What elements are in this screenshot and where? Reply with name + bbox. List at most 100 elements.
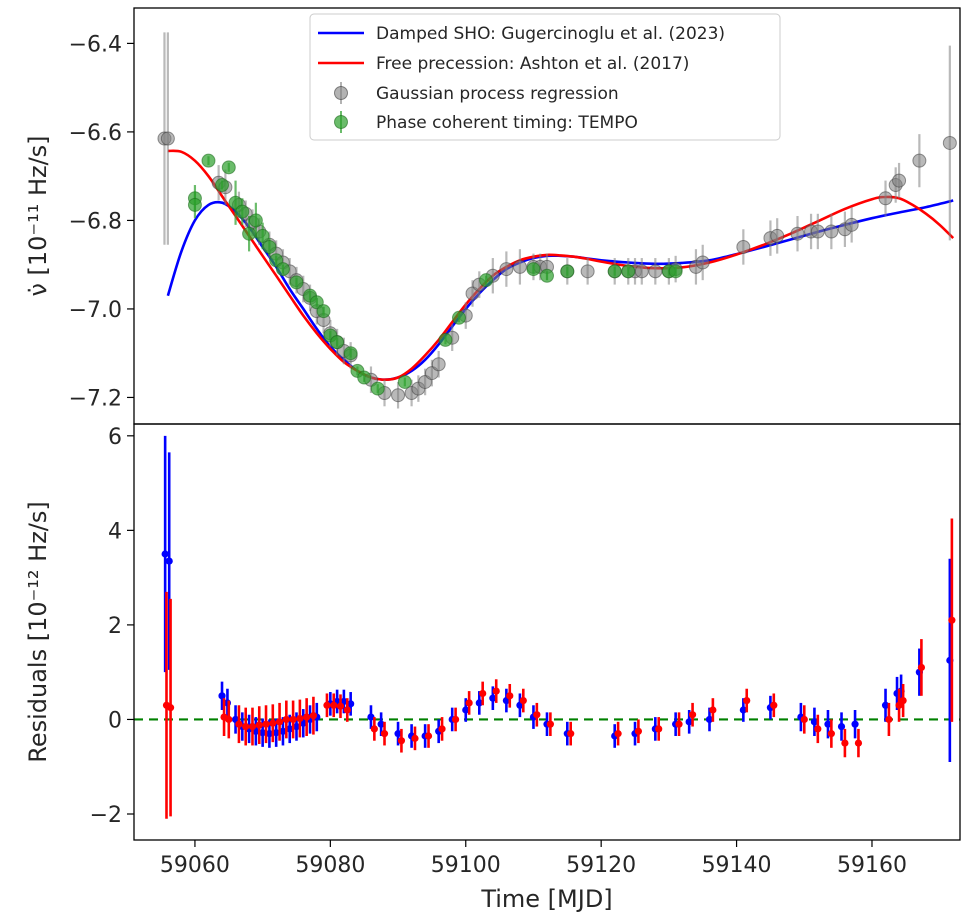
bottom-data-point [289,715,297,724]
top-data-point [262,239,277,254]
legend-label-tempo: Phase coherent timing: TEMPO [376,113,638,133]
bottom-data-point [451,715,460,724]
top-data-point [634,264,649,279]
top-data-point [187,197,202,212]
bottom-y-axis-label: Residuals [10⁻¹² Hz/s] [24,501,52,763]
bottom-data-point [218,692,226,700]
xtick-label: 59140 [702,853,772,878]
bottom-data-point [567,730,575,738]
top-y-axis-label: ν̇ [10⁻¹¹ Hz/s] [24,135,52,296]
bottom-data-point [475,699,483,707]
top-data-point [648,264,663,279]
bottom-data-point [424,732,433,740]
bottom-data-point [479,689,487,698]
bottom-data-point [330,701,338,709]
top-data-point [215,178,230,193]
bottom-data-point [895,701,903,709]
top-ytick-label: −6.4 [69,32,122,57]
bottom-axes-frame [133,423,961,841]
top-data-point [499,262,514,277]
bottom-data-point [292,722,301,731]
legend-marker-gaussian [334,82,348,104]
xtick-label: 59100 [431,853,501,878]
bottom-data-point [336,702,345,710]
bottom-data-point [465,699,473,707]
bottom-data-point [814,725,822,733]
legend-label-free-precession: Free precession: Ashton et al. (2017) [376,54,689,74]
top-data-point [560,264,575,279]
bottom-data-point [688,711,697,719]
top-data-point [391,388,406,403]
top-data-point [892,173,907,188]
top-data-point [770,228,785,243]
bottom-data-point [394,730,402,738]
bottom-data-point [165,557,173,565]
top-data-point [221,160,236,175]
top-data-point [438,332,453,347]
top-data-point [330,335,345,350]
legend-marker-tempo [334,111,348,133]
top-data-point [201,153,216,168]
bottom-data-point [634,727,643,735]
bottom-data-point [899,696,907,705]
bottom-ytick-label: −2 [90,803,122,828]
top-ytick-label: −6.6 [69,121,122,146]
bottom-data-point [655,725,663,733]
bottom-data-point [282,715,290,724]
bottom-data-point [161,550,169,558]
top-data-point [431,357,446,372]
top-data-point [844,217,859,232]
bottom-data-point [255,721,263,729]
bottom-data-point [269,719,277,727]
top-data-point [621,264,636,279]
legend: Damped SHO: Gugercinoglu et al. (2023) F… [309,13,781,141]
top-data-point [810,224,825,239]
xtick-label: 59160 [837,853,907,878]
bottom-data-point [265,730,274,738]
bottom-data-point [810,718,819,726]
bottom-data-point [885,715,893,724]
top-data-point [695,255,710,270]
bottom-data-point [225,715,233,724]
bottom-panel: 6 4 2 0 −2 59060 59080 59100 59120 59140 59160 Re… [24,423,961,913]
bottom-data-point [854,739,863,747]
top-data-point [242,226,257,241]
top-panel: −6.4 −6.6 −6.8 −7.0 −7.2 ν̇ [10⁻¹¹ Hz/s] Dam… [24,7,961,425]
bottom-data-point [800,715,808,724]
top-data-point [942,135,957,150]
xtick-label: 59120 [566,853,636,878]
bottom-data-point [242,722,250,731]
bottom-data-point [705,715,714,724]
bottom-data-point [248,722,257,731]
bottom-data-point [462,706,470,714]
bottom-data-point [492,687,500,695]
bottom-data-point [343,706,351,714]
bottom-data-point [685,718,693,726]
bottom-data-point [296,714,304,723]
bottom-data-point [739,706,747,714]
top-data-point [607,264,622,279]
top-data-point [343,346,358,361]
legend-label-damped-sho: Damped SHO: Gugercinoglu et al. (2023) [376,24,725,44]
top-data-point [824,224,839,239]
top-data-point [397,374,412,389]
bottom-data-point [377,720,385,728]
bottom-x-ticks: 59060 59080 59100 59120 59140 59160 [160,840,907,878]
top-data-point [790,226,805,241]
bottom-data-point [367,713,375,721]
bottom-data-point [948,616,956,624]
top-data-point [451,310,466,325]
bottom-data-point [438,725,446,733]
bottom-data-point [279,727,287,735]
xtick-label: 59080 [295,853,365,878]
bottom-data-point [303,713,311,721]
bottom-data-point [380,730,389,738]
bottom-data-point [851,720,859,728]
top-plot-area [157,32,957,409]
bottom-data-point [275,718,284,726]
top-data-point [160,131,175,146]
top-data-point [289,275,304,290]
bottom-data-point [489,694,497,702]
top-data-point [526,262,541,277]
